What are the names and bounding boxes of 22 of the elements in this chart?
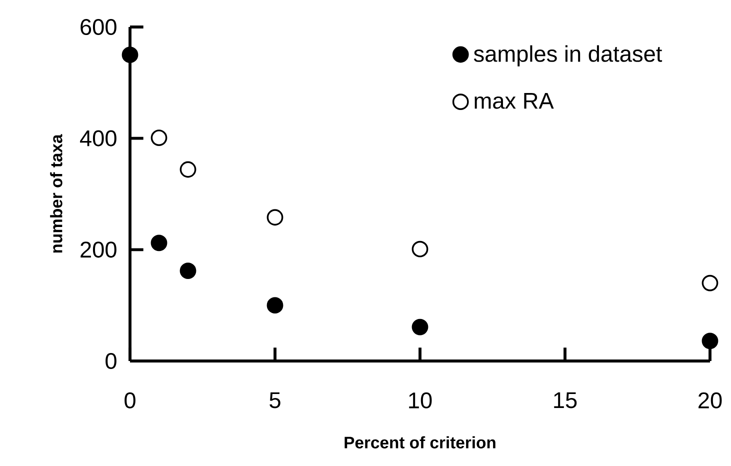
point	[266, 209, 284, 226]
legend-label: samples in dataset	[474, 45, 662, 66]
point	[180, 262, 196, 280]
legend-label: max RA	[474, 93, 554, 109]
point	[266, 297, 284, 314]
point	[180, 161, 196, 178]
x-tick-label: 5	[270, 392, 280, 408]
x-tick-label: 20	[698, 392, 722, 408]
point	[122, 46, 138, 64]
point	[412, 240, 428, 258]
x-tick-label: 15	[554, 392, 577, 408]
y-tick-label: 0	[106, 352, 116, 370]
y-axis-title: number of taxa	[50, 134, 62, 253]
point	[150, 130, 168, 146]
point	[150, 234, 168, 252]
x-tick-label: 0	[124, 392, 136, 408]
x-axis-title: Percent of criterion	[344, 436, 496, 448]
point	[412, 318, 428, 336]
y-tick-label: 400	[80, 130, 116, 146]
y-tick-label: 200	[80, 242, 116, 258]
y-tick-label: 600	[80, 18, 116, 36]
x-tick-label: 10	[409, 392, 432, 408]
